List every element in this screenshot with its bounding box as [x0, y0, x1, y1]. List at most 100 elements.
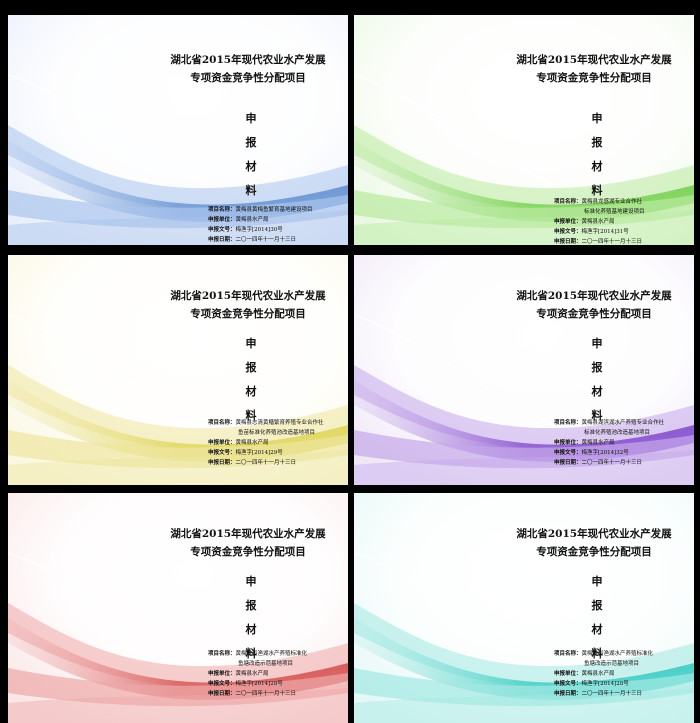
date-value: 二〇一四年十一月十三日 — [581, 460, 643, 466]
unit-label: 申报单位： — [208, 671, 236, 677]
project-name-value-2: 鱼塘改造示范基地项目 — [584, 661, 640, 667]
project-name-value-2: 标准化养殖池改造基地项目 — [584, 430, 651, 436]
project-name-label: 项目名称： — [554, 199, 582, 205]
unit-label: 申报单位： — [208, 440, 236, 446]
title-line-2: 专项资金竞争性分配项目 — [536, 308, 652, 320]
project-name-label: 项目名称： — [208, 420, 236, 426]
date-label: 申报日期： — [208, 691, 236, 697]
date-label: 申报日期： — [554, 460, 582, 466]
cover-title: 湖北省2015年现代农业水产发展 专项资金竞争性分配项目 — [158, 51, 338, 87]
cover-title: 湖北省2015年现代农业水产发展 专项资金竞争性分配项目 — [504, 51, 684, 87]
unit-value: 黄梅县水产局 — [235, 671, 269, 677]
title-line-2: 专项资金竞争性分配项目 — [190, 72, 306, 84]
date-value: 二〇一四年十一月十三日 — [235, 460, 297, 466]
heading-char: 材 — [591, 623, 603, 636]
title-line-2: 专项资金竞争性分配项目 — [536, 546, 652, 558]
cover-background — [8, 493, 348, 723]
date-label: 申报日期： — [554, 691, 582, 697]
date-value: 二〇一四年十一月十三日 — [235, 237, 297, 243]
heading-char: 料 — [245, 409, 257, 422]
project-name-value: 黄梅县湖滨湖水产养殖专业合作社 — [581, 420, 665, 426]
title-line-1: 湖北省2015年现代农业水产发展 — [516, 290, 672, 302]
date-label: 申报日期： — [208, 237, 236, 243]
title-line-1: 湖北省2015年现代农业水产发展 — [516, 54, 672, 66]
project-name-value-2: 鱼塘改造示范基地项目 — [238, 661, 294, 667]
doc-number-label: 申报文号： — [208, 227, 236, 233]
doc-number-label: 申报文号： — [554, 681, 582, 687]
unit-value: 黄梅县水产局 — [581, 219, 615, 225]
unit-label: 申报单位： — [554, 671, 582, 677]
unit-label: 申报单位： — [554, 219, 582, 225]
doc-number-value: 梅渔字[2014]30号 — [235, 227, 283, 233]
doc-number-value: 梅渔字[2014]32号 — [581, 450, 629, 456]
cover-title: 湖北省2015年现代农业水产发展 专项资金竞争性分配项目 — [158, 287, 338, 323]
title-line-2: 专项资金竞争性分配项目 — [190, 546, 306, 558]
heading-char: 报 — [591, 599, 603, 612]
project-name-label: 项目名称： — [208, 207, 236, 213]
heading-char: 料 — [591, 647, 603, 660]
heading-char: 材 — [591, 160, 603, 173]
doc-number-value: 梅渔字[2014]28号 — [581, 681, 629, 687]
cover-page[interactable]: 湖北省2015年现代农业水产发展 专项资金竞争性分配项目 申报材料 项目名称：黄… — [8, 15, 348, 245]
project-name-label: 项目名称： — [208, 651, 236, 657]
heading-char: 申 — [591, 337, 603, 350]
cover-page[interactable]: 湖北省2015年现代农业水产发展 专项资金竞争性分配项目 申报材料 项目名称：黄… — [354, 255, 694, 485]
project-info: 项目名称：黄梅县稻渔湖水产养殖标准化 鱼塘改造示范基地项目 申报单位：黄梅县水产… — [554, 649, 694, 699]
heading-char: 申 — [245, 112, 257, 125]
heading-char: 料 — [591, 409, 603, 422]
unit-value: 黄梅县水产局 — [581, 671, 615, 677]
title-line-1: 湖北省2015年现代农业水产发展 — [516, 528, 672, 540]
doc-number-label: 申报文号： — [208, 681, 236, 687]
cover-page[interactable]: 湖北省2015年现代农业水产发展 专项资金竞争性分配项目 申报材料 项目名称：黄… — [354, 15, 694, 245]
heading-char: 材 — [245, 623, 257, 636]
cover-title: 湖北省2015年现代农业水产发展 专项资金竞争性分配项目 — [504, 525, 684, 561]
cover-page[interactable]: 湖北省2015年现代农业水产发展 专项资金竞争性分配项目 申报材料 项目名称：黄… — [354, 493, 694, 723]
project-info: 项目名称：黄梅县志清黄鳝繁育养殖专业合作社 鱼苗标准化养殖池改造基地项目 申报单… — [208, 418, 348, 468]
doc-number-label: 申报文号： — [554, 229, 582, 235]
heading-char: 申 — [245, 575, 257, 588]
heading-char: 报 — [245, 361, 257, 374]
title-line-2: 专项资金竞争性分配项目 — [190, 308, 306, 320]
project-name-label: 项目名称： — [554, 420, 582, 426]
unit-value: 黄梅县水产局 — [235, 440, 269, 446]
project-name-label: 项目名称： — [554, 651, 582, 657]
cover-background — [8, 15, 348, 245]
cover-background — [354, 255, 694, 485]
title-line-1: 湖北省2015年现代农业水产发展 — [170, 528, 326, 540]
unit-value: 黄梅县水产局 — [235, 217, 269, 223]
heading-char: 报 — [591, 361, 603, 374]
unit-label: 申报单位： — [208, 217, 236, 223]
title-line-2: 专项资金竞争性分配项目 — [536, 72, 652, 84]
project-info: 项目名称：黄梅县龙感湖专业合作社 标准化养殖基地建设项目 申报单位：黄梅县水产局… — [554, 197, 694, 245]
project-name-value: 黄梅县稻渔湖水产养殖标准化 — [581, 651, 654, 657]
cover-page[interactable]: 湖北省2015年现代农业水产发展 专项资金竞争性分配项目 申报材料 项目名称：黄… — [8, 255, 348, 485]
project-name-value-2: 鱼苗标准化养殖池改造基地项目 — [238, 430, 316, 436]
project-name-value-2: 标准化养殖基地建设项目 — [584, 209, 645, 215]
doc-number-value: 梅渔字[2014]28号 — [235, 681, 283, 687]
cover-title: 湖北省2015年现代农业水产发展 专项资金竞争性分配项目 — [158, 525, 338, 561]
heading-char: 报 — [245, 599, 257, 612]
cover-page[interactable]: 湖北省2015年现代农业水产发展 专项资金竞争性分配项目 申报材料 项目名称：黄… — [8, 493, 348, 723]
heading-char: 材 — [591, 385, 603, 398]
cover-background — [8, 255, 348, 485]
doc-number-label: 申报文号： — [208, 450, 236, 456]
cover-background — [354, 493, 694, 723]
cover-title: 湖北省2015年现代农业水产发展 专项资金竞争性分配项目 — [504, 287, 684, 323]
heading-char: 料 — [591, 184, 603, 197]
project-name-value: 黄梅县稻渔湖水产养殖标准化 — [235, 651, 308, 657]
title-line-1: 湖北省2015年现代农业水产发展 — [170, 290, 326, 302]
title-line-1: 湖北省2015年现代农业水产发展 — [170, 54, 326, 66]
date-value: 二〇一四年十一月十三日 — [581, 239, 643, 245]
project-info: 项目名称：黄梅县稻渔湖水产养殖标准化 鱼塘改造示范基地项目 申报单位：黄梅县水产… — [208, 649, 348, 699]
doc-number-value: 梅渔字[2014]29号 — [235, 450, 283, 456]
heading-char: 申 — [245, 337, 257, 350]
heading-char: 报 — [591, 136, 603, 149]
project-name-value: 黄梅县志清黄鳝繁育养殖专业合作社 — [235, 420, 324, 426]
heading-char: 料 — [245, 184, 257, 197]
date-value: 二〇一四年十一月十三日 — [581, 691, 643, 697]
unit-value: 黄梅县水产局 — [581, 440, 615, 446]
project-info: 项目名称：黄梅县湖滨湖水产养殖专业合作社 标准化养殖池改造基地项目 申报单位：黄… — [554, 418, 694, 468]
doc-number-label: 申报文号： — [554, 450, 582, 456]
project-name-value: 黄梅县龙感湖专业合作社 — [581, 199, 643, 205]
